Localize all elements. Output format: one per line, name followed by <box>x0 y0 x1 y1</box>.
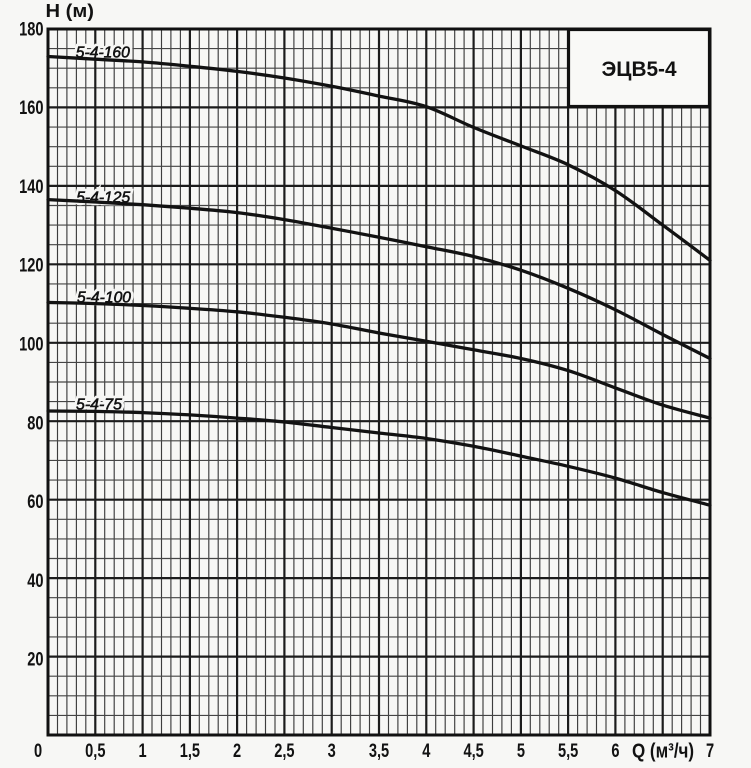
svg-text:1: 1 <box>139 740 147 761</box>
svg-text:100: 100 <box>19 334 43 355</box>
svg-text:5: 5 <box>517 740 525 761</box>
svg-text:0: 0 <box>34 740 42 761</box>
svg-text:2: 2 <box>233 740 241 761</box>
svg-text:40: 40 <box>27 570 43 591</box>
svg-text:4,5: 4,5 <box>463 740 483 761</box>
svg-text:Н (м): Н (м) <box>46 1 95 21</box>
svg-text:5,5: 5,5 <box>558 740 578 761</box>
svg-text:3,5: 3,5 <box>369 740 389 761</box>
svg-text:2,5: 2,5 <box>274 740 294 761</box>
svg-text:7: 7 <box>706 740 714 761</box>
svg-text:20: 20 <box>27 649 43 670</box>
svg-text:ЭЦВ5-4: ЭЦВ5-4 <box>602 58 677 81</box>
svg-text:6: 6 <box>611 740 619 761</box>
svg-text:120: 120 <box>19 255 43 276</box>
svg-text:3: 3 <box>328 740 336 761</box>
svg-text:60: 60 <box>27 491 43 512</box>
svg-text:4: 4 <box>422 740 431 761</box>
svg-text:180: 180 <box>19 18 43 39</box>
svg-text:160: 160 <box>19 97 43 118</box>
svg-text:1,5: 1,5 <box>180 740 200 761</box>
svg-text:140: 140 <box>19 176 43 197</box>
svg-text:Q (м³/ч): Q (м³/ч) <box>632 739 694 762</box>
svg-text:0,5: 0,5 <box>85 740 105 761</box>
svg-text:5-4-75: 5-4-75 <box>76 397 122 414</box>
svg-text:80: 80 <box>27 412 43 433</box>
